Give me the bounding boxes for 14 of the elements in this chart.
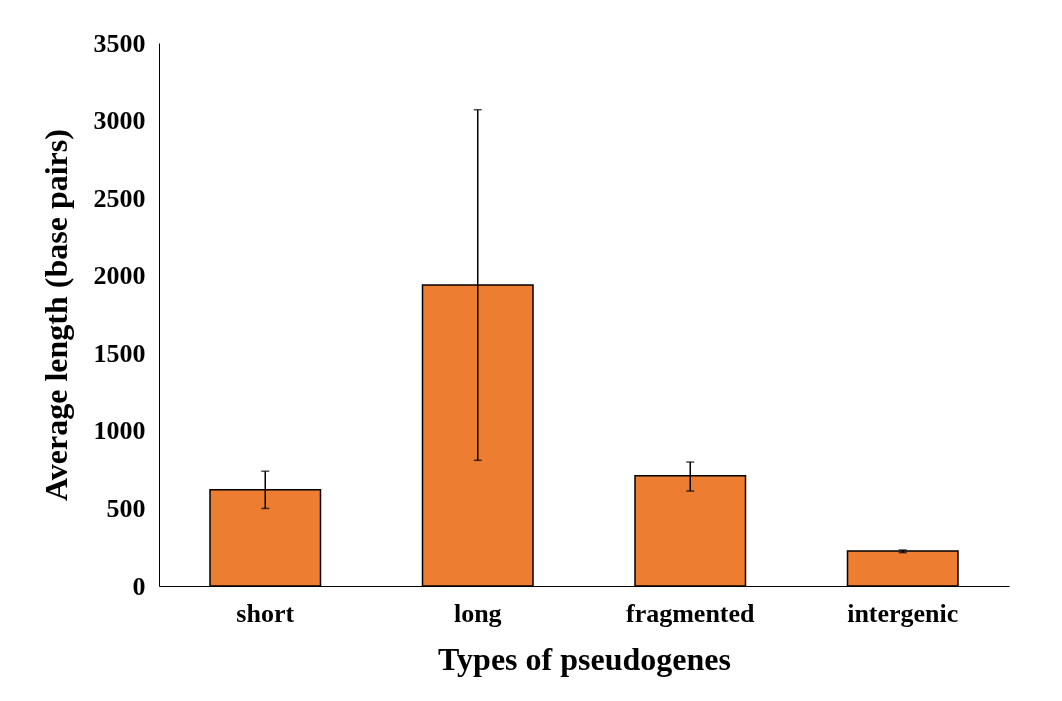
x-tick-label: long bbox=[453, 598, 502, 628]
y-tick-label: 3000 bbox=[93, 106, 146, 136]
y-axis-title: Average length (base pairs) bbox=[37, 129, 74, 501]
y-tick-label: 1500 bbox=[93, 338, 146, 368]
y-tick-label: 1000 bbox=[93, 416, 146, 446]
y-tick-label: 2500 bbox=[93, 183, 146, 213]
x-tick-label: short bbox=[236, 598, 295, 628]
y-tick-label: 2000 bbox=[93, 261, 146, 291]
y-tick-label: 0 bbox=[132, 571, 146, 601]
y-tick-label: 500 bbox=[106, 493, 146, 523]
x-tick-label: fragmented bbox=[625, 598, 756, 628]
x-axis-title: Types of pseudogenes bbox=[438, 640, 731, 677]
y-tick-label: 3500 bbox=[93, 28, 146, 58]
x-tick-label: intergenic bbox=[847, 598, 959, 628]
